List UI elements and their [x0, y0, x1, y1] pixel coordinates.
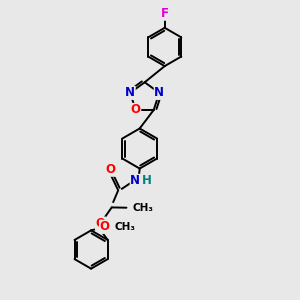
Text: H: H — [142, 174, 152, 188]
Text: O: O — [100, 220, 110, 233]
Text: N: N — [125, 86, 135, 99]
Text: N: N — [154, 86, 164, 99]
Text: F: F — [161, 7, 169, 20]
Text: O: O — [131, 103, 141, 116]
Text: O: O — [106, 163, 116, 176]
Text: CH₃: CH₃ — [132, 203, 153, 213]
Text: CH₃: CH₃ — [115, 222, 136, 232]
Text: O: O — [95, 217, 106, 230]
Text: N: N — [130, 174, 140, 188]
